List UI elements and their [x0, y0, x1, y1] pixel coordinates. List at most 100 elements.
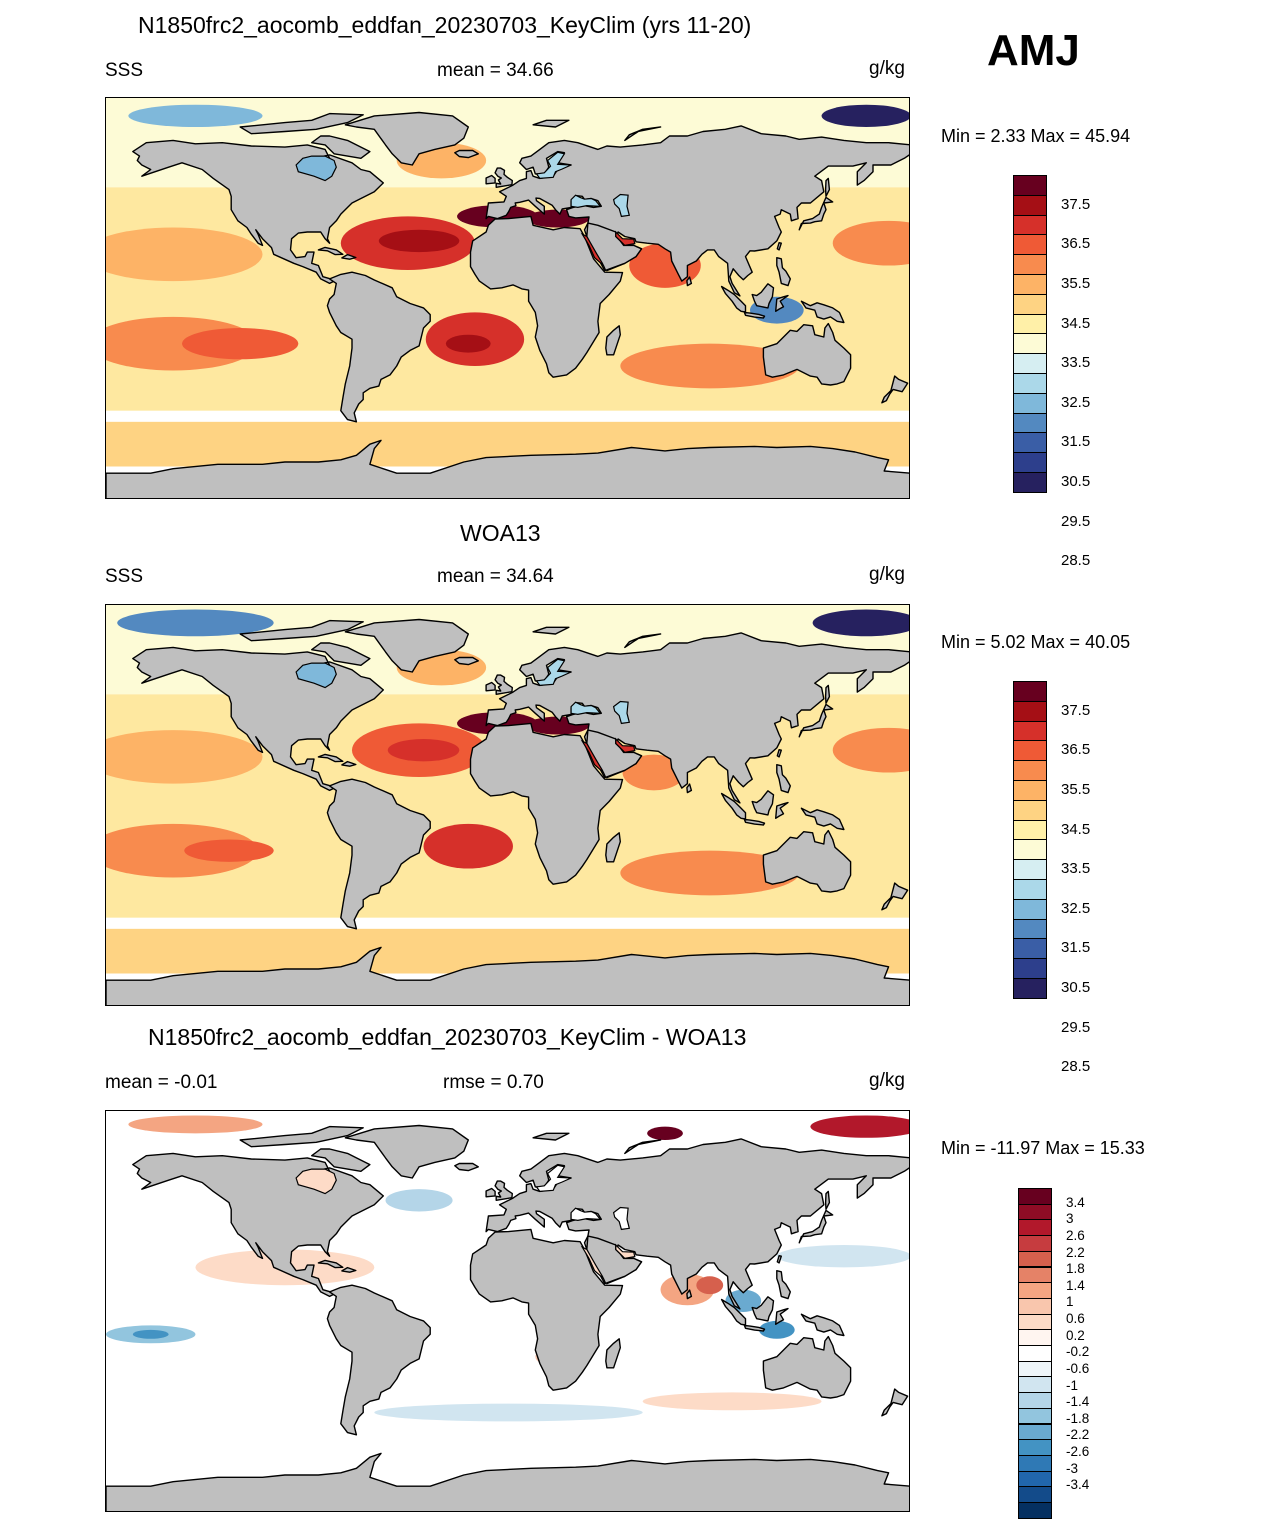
colorbar-label: -0.6	[1066, 1360, 1090, 1376]
land-java	[743, 818, 766, 826]
land-taiwan	[776, 241, 782, 251]
field-contour	[128, 104, 263, 128]
field-contour	[812, 609, 909, 637]
land-iceland	[454, 149, 479, 159]
panel-3-unit: g/kg	[869, 1070, 905, 1091]
land-uk	[494, 1180, 513, 1202]
inland-sea-baltic	[535, 151, 572, 180]
land-arabia	[586, 1235, 643, 1285]
colorbar-box	[1018, 1454, 1052, 1472]
panel-1-left-label: SSS	[105, 60, 144, 81]
field-contour	[758, 1320, 795, 1339]
land-novaya	[624, 126, 662, 142]
land-newzealand	[881, 375, 909, 404]
colorbar-box	[1018, 1486, 1052, 1503]
colorbar-box	[1018, 1203, 1052, 1221]
land-srilanka	[686, 1289, 693, 1300]
land-greenland	[344, 111, 469, 166]
land-arcticisl	[239, 619, 364, 642]
land-arcticisl	[239, 112, 364, 135]
inland-sea-caspian	[612, 193, 631, 218]
colorbar-box	[1013, 353, 1047, 374]
colorbar-box	[1013, 175, 1047, 196]
land-baffin	[310, 642, 371, 666]
land-arabia	[586, 729, 643, 779]
panel-3-title: N1850frc2_aocomb_eddfan_20230703_KeyClim…	[148, 1024, 747, 1050]
land-borneo	[751, 283, 775, 309]
colorbar-label: -0.2	[1066, 1344, 1090, 1360]
colorbar-label: 1	[1066, 1294, 1074, 1310]
inland-sea-caspian	[612, 700, 631, 725]
land-australia	[762, 829, 852, 893]
colorbar-box	[1013, 819, 1047, 841]
field-contour	[647, 1126, 683, 1141]
land-novaya	[624, 633, 662, 649]
colorbar-label: -3	[1066, 1460, 1079, 1476]
colorbar-box	[1013, 918, 1047, 940]
panel-2-title: WOA13	[460, 520, 541, 546]
land-java	[743, 1324, 766, 1332]
panel-1-unit: g/kg	[869, 58, 905, 79]
land-southamerica	[326, 1284, 431, 1436]
panel-1-map	[105, 97, 910, 499]
panel-2-colorbar: 37.5 36.5 35.5 34.5 33.5 32.5 31.5 30.5 29.5 28.5	[1013, 681, 1107, 1075]
field-contour	[642, 1392, 822, 1411]
colorbar-box	[1013, 978, 1047, 999]
colorbar-label: -3.4	[1066, 1477, 1090, 1493]
colorbar-box	[1013, 472, 1047, 493]
land-taiwan	[776, 1254, 782, 1264]
colorbar-label: 29.5	[1061, 512, 1091, 530]
land-uk	[494, 674, 513, 696]
colorbar-box	[1013, 333, 1047, 355]
land-hispaniola	[341, 760, 357, 767]
colorbar-label: 29.5	[1061, 1018, 1091, 1036]
colorbar-box	[1013, 958, 1047, 979]
colorbar-box	[1013, 274, 1047, 295]
land-sulawesi	[775, 801, 789, 820]
map-svg	[106, 98, 909, 498]
colorbar-box	[1013, 452, 1047, 473]
colorbar-box	[1013, 214, 1047, 236]
panel-2-mean: mean = 34.64	[437, 566, 554, 587]
colorbar-label: 36.5	[1061, 741, 1091, 759]
land-madagascar	[605, 1338, 621, 1369]
colorbar-box	[1018, 1250, 1052, 1268]
colorbar-box	[1013, 839, 1047, 861]
panel-3-colorbar: 3.4 3 2.6 2.2 1.8 1.4 1 0.6 0.2 -0.2 -0.6 -1 -1.4 -1.…	[1018, 1188, 1112, 1519]
inland-sea-gulf	[615, 230, 636, 247]
inland-sea-black	[570, 701, 602, 716]
field-contour	[184, 839, 274, 862]
colorbar-box	[1018, 1282, 1052, 1299]
land-southamerica	[326, 778, 431, 930]
colorbar-box	[1018, 1360, 1052, 1378]
land-svalbard	[532, 1132, 570, 1141]
colorbar-label: -2.2	[1066, 1427, 1090, 1443]
colorbar-label: -1	[1066, 1377, 1079, 1393]
land-greenland	[344, 1124, 469, 1179]
panel-2-map	[105, 604, 910, 1006]
panel-2-unit: g/kg	[869, 564, 905, 585]
colorbar-label: 37.5	[1061, 701, 1091, 719]
field-contour	[387, 739, 460, 762]
panel-1-mean: mean = 34.66	[437, 60, 554, 81]
land-sakhalin	[824, 684, 831, 705]
land-srilanka	[686, 276, 693, 287]
colorbar-label: 30.5	[1061, 978, 1091, 996]
land-antarctica	[106, 1452, 909, 1511]
land-java	[743, 311, 766, 319]
field-contour	[378, 229, 460, 253]
inland-sea-redsea	[580, 1245, 607, 1284]
field-contour	[128, 1115, 263, 1134]
field-contour	[620, 850, 800, 896]
colorbar-box	[1018, 1407, 1052, 1425]
colorbar-label: 35.5	[1061, 780, 1091, 798]
colorbar-label: 34.5	[1061, 314, 1091, 332]
land-taiwan	[776, 748, 782, 758]
land-madagascar	[605, 325, 621, 356]
colorbar-box	[1018, 1345, 1052, 1362]
inland-sea-baltic	[535, 658, 572, 687]
land-sulawesi	[775, 1307, 789, 1326]
colorbar-box	[1013, 760, 1047, 781]
land-svalbard	[532, 119, 570, 128]
land-borneo	[751, 790, 775, 816]
